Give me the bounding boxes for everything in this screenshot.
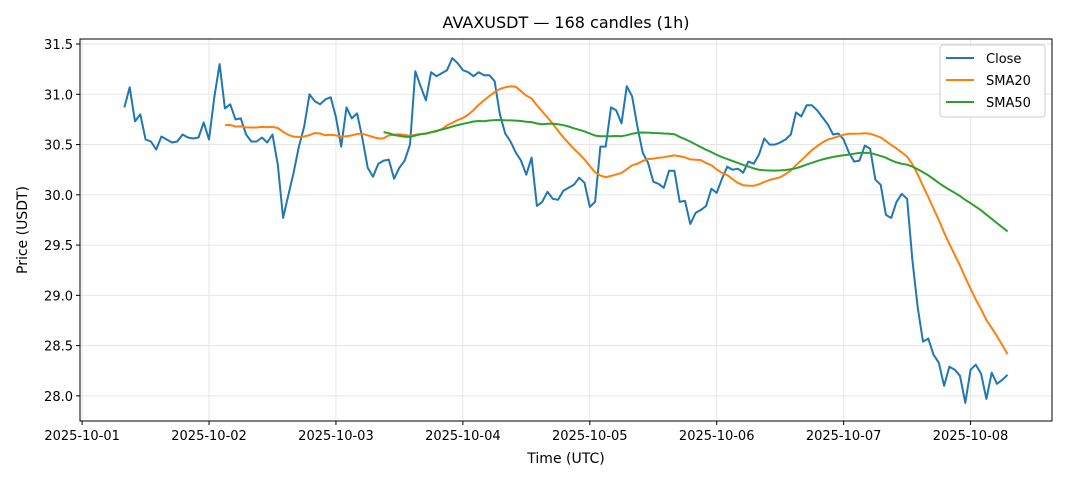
- series-line-close: [123, 57, 1009, 404]
- x-tick-label: 2025-10-07: [806, 429, 882, 444]
- legend: Close SMA20 SMA50: [939, 44, 1046, 118]
- x-tick-label: 2025-10-06: [679, 429, 755, 444]
- y-tick-label: 28.0: [44, 390, 73, 405]
- x-axis-label: Time (UTC): [526, 451, 604, 467]
- chart-title: AVAXUSDT — 168 candles (1h): [443, 13, 690, 32]
- legend-label-sma20: SMA20: [986, 74, 1031, 89]
- y-tick-label: 29.0: [44, 289, 73, 304]
- y-axis: 28.0 28.5 29.0 29.5 30.0 30.5 31.0 31.5: [44, 38, 80, 405]
- y-tick-label: 31.0: [44, 88, 73, 103]
- series-group: [123, 57, 1009, 404]
- x-tick-label: 2025-10-04: [425, 429, 501, 444]
- legend-box: [939, 44, 1046, 118]
- y-tick-label: 30.5: [44, 139, 73, 154]
- x-axis: 2025-10-01 2025-10-02 2025-10-03 2025-10-04…: [44, 421, 1008, 444]
- series-line-sma20: [224, 85, 1009, 355]
- x-tick-label: 2025-10-02: [171, 429, 247, 444]
- y-tick-label: 30.0: [44, 189, 73, 204]
- y-axis-label: Price (USDT): [15, 186, 31, 274]
- legend-label-close: Close: [986, 52, 1021, 67]
- legend-label-sma50: SMA50: [986, 96, 1031, 111]
- y-tick-label: 28.5: [44, 340, 73, 355]
- x-tick-label: 2025-10-08: [933, 429, 1009, 444]
- x-tick-label: 2025-10-03: [298, 429, 374, 444]
- series-line-sma50: [383, 119, 1009, 233]
- x-tick-label: 2025-10-05: [552, 429, 628, 444]
- y-tick-label: 31.5: [44, 38, 73, 53]
- y-tick-label: 29.5: [44, 239, 73, 254]
- x-tick-label: 2025-10-01: [44, 429, 120, 444]
- grid: [80, 39, 1052, 421]
- axes-frame: [79, 38, 1053, 422]
